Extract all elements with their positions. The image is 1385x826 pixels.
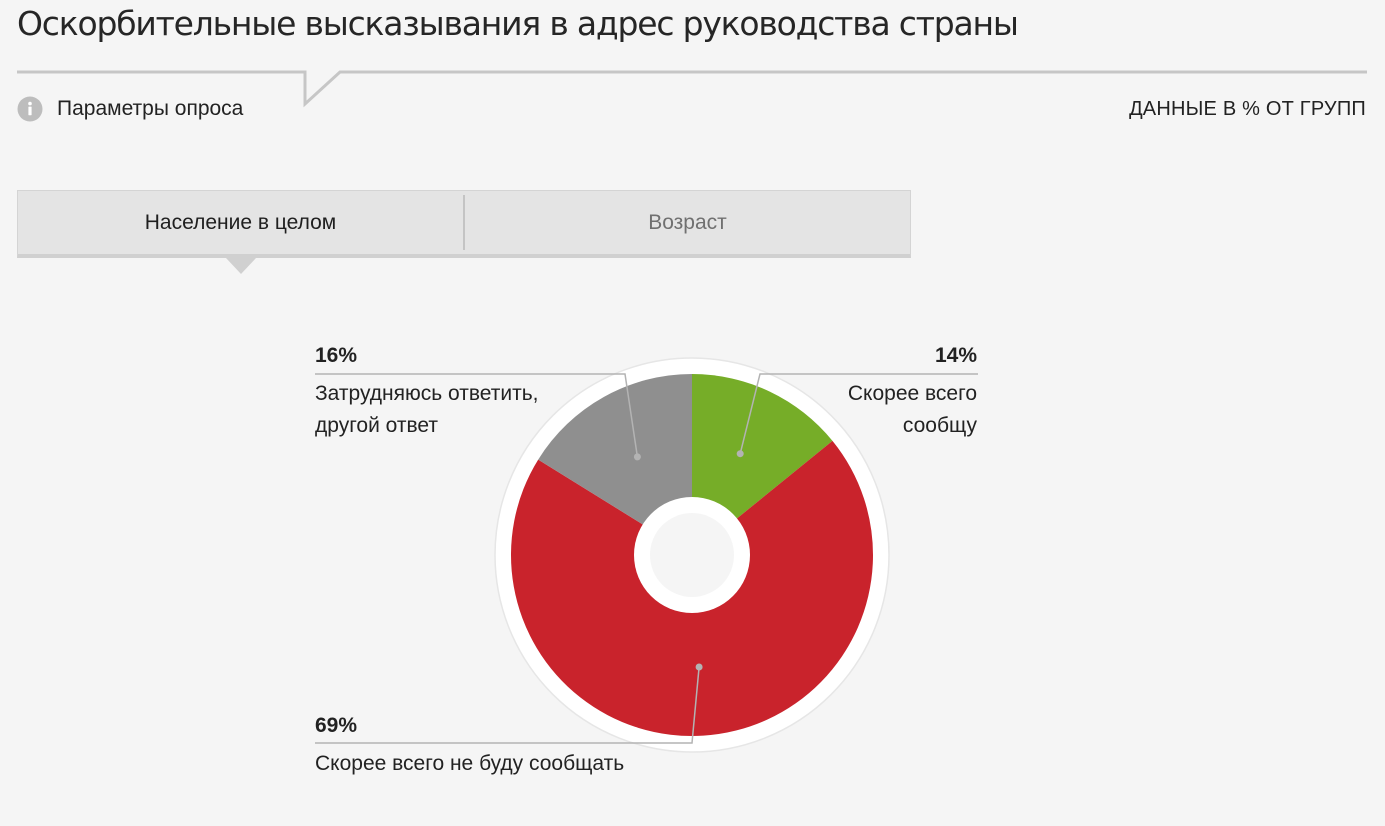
tab-population-overall[interactable]: Население в целом bbox=[144, 210, 337, 234]
data-label-3: 16% bbox=[315, 344, 357, 367]
slice-label-1-line-2: сообщу bbox=[903, 414, 978, 437]
info-icon bbox=[17, 96, 43, 122]
leader-line-2 bbox=[315, 666, 700, 744]
donut-center bbox=[650, 513, 734, 597]
data-units-note: ДАННЫЕ В % ОТ ГРУПП bbox=[1129, 98, 1366, 120]
title-rule bbox=[17, 70, 1367, 108]
tab-age[interactable]: Возраст bbox=[648, 210, 727, 234]
tab-divider bbox=[463, 195, 465, 250]
slice-label-2-line-1: Скорее всего не буду сообщать bbox=[315, 752, 624, 775]
data-label-2: 69% bbox=[315, 714, 357, 737]
slice-label-3-line-1: Затрудняюсь ответить, bbox=[315, 382, 539, 405]
group-tabs: Население в целом Возраст bbox=[17, 190, 911, 258]
slice-label-3-line-2: другой ответ bbox=[315, 414, 438, 437]
slice-label-1-line-1: Скорее всего bbox=[848, 382, 977, 405]
data-label-1: 14% bbox=[935, 344, 977, 367]
leader-dot-1 bbox=[736, 450, 744, 458]
leader-line-3 bbox=[315, 373, 639, 458]
leader-line-1 bbox=[739, 373, 978, 454]
survey-params-link[interactable]: Параметры опроса bbox=[17, 96, 243, 122]
page-title: Оскорбительные высказывания в адрес руко… bbox=[17, 4, 1019, 43]
slice-3 bbox=[538, 374, 692, 555]
leader-dot-3 bbox=[633, 453, 641, 461]
leader-dot-2 bbox=[695, 663, 703, 671]
active-tab-pointer bbox=[226, 258, 256, 274]
survey-params-label: Параметры опроса bbox=[57, 97, 244, 120]
